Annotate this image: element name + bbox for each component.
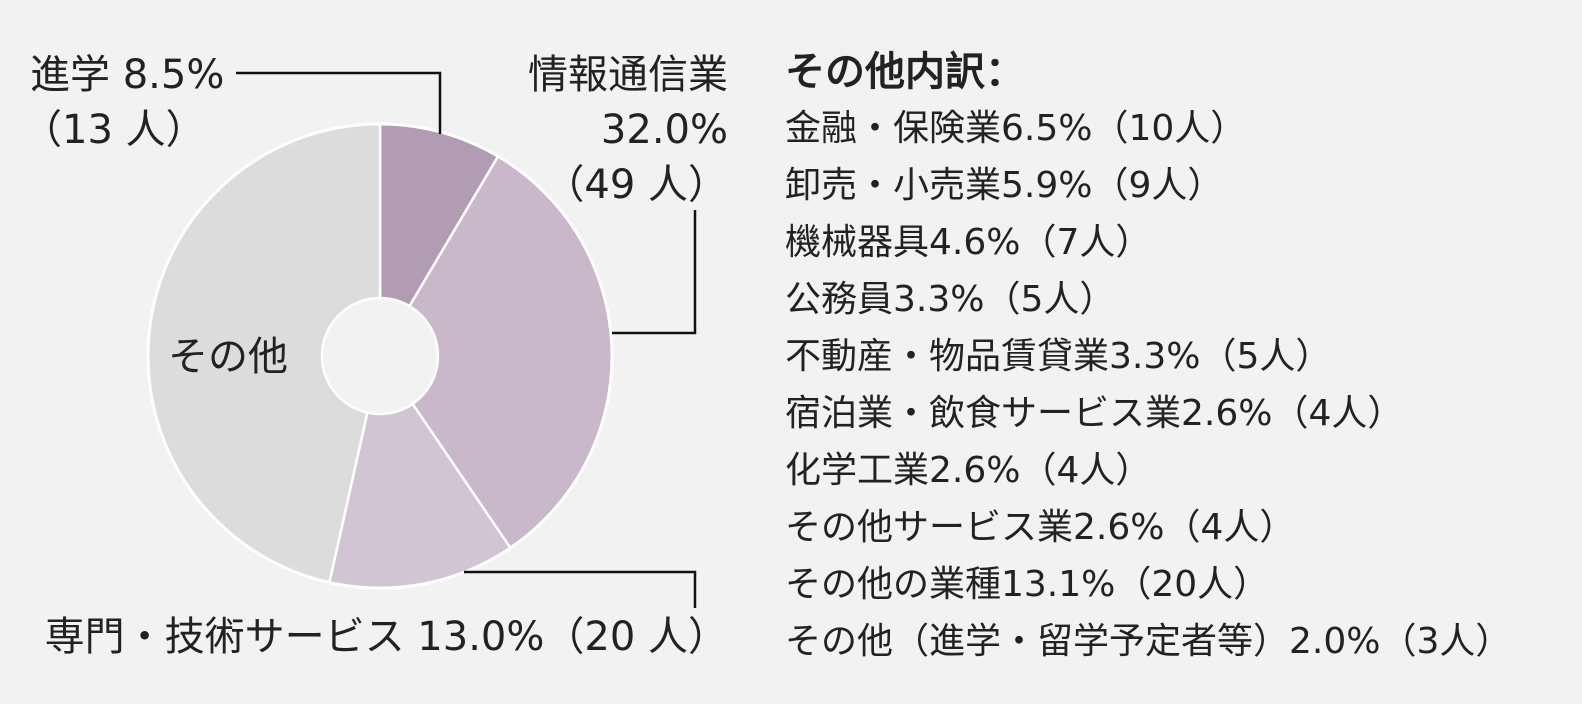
label-joho-line3: （49 人） bbox=[544, 162, 728, 208]
donut-outer-ring bbox=[146, 122, 614, 590]
leader-line-shingaku bbox=[236, 71, 442, 134]
label-joho-line1: 情報通信業 bbox=[528, 52, 728, 98]
breakdown-item-9: その他の業種13.1%（20人） bbox=[785, 564, 1269, 605]
label-shingaku-line2: （13 人） bbox=[22, 107, 206, 153]
label-senmon: 専門・技術サービス 13.0%（20 人） bbox=[45, 614, 728, 660]
breakdown-item-10: その他（進学・留学予定者等）2.0%（3人） bbox=[785, 621, 1511, 662]
donut-slices bbox=[146, 122, 614, 590]
breakdown-item-6: 宿泊業・飲食サービス業2.6%（4人） bbox=[785, 393, 1403, 434]
breakdown-item-5: 不動産・物品賃貸業3.3%（5人） bbox=[785, 336, 1331, 377]
label-shingaku-line1: 進学 8.5% bbox=[30, 52, 224, 98]
label-joho-line2: 32.0% bbox=[601, 107, 728, 153]
breakdown-item-4: 公務員3.3%（5人） bbox=[785, 279, 1115, 320]
label-sonota: その他 bbox=[168, 334, 288, 380]
breakdown-item-8: その他サービス業2.6%（4人） bbox=[785, 507, 1295, 548]
breakdown-item-2: 卸売・小売業5.9%（9人） bbox=[785, 165, 1223, 206]
breakdown-title: その他内訳： bbox=[785, 49, 1025, 95]
leader-line-joho bbox=[612, 210, 697, 335]
breakdown-item-7: 化学工業2.6%（4人） bbox=[785, 450, 1151, 491]
breakdown-item-3: 機械器具4.6%（7人） bbox=[785, 222, 1151, 263]
breakdown-item-1: 金融・保険業6.5%（10人） bbox=[785, 108, 1246, 149]
leader-line-senmon bbox=[464, 570, 697, 608]
